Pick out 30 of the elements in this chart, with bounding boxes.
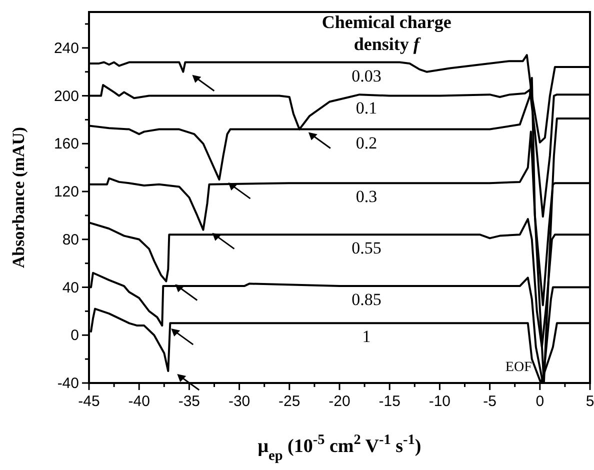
y-axis-title: Absorbance (mAU) xyxy=(9,126,28,268)
y-tick-label: 240 xyxy=(54,40,79,57)
legend-title: Chemical charge density f xyxy=(322,12,452,54)
series-label: 0.03 xyxy=(352,66,382,86)
series-label: 0.1 xyxy=(356,98,378,118)
x-tick-label: -35 xyxy=(178,393,200,410)
x-tick-label: -30 xyxy=(228,393,250,410)
y-tick-label: 160 xyxy=(54,136,79,153)
annotation: EOF xyxy=(505,360,532,375)
x-tick-label: -15 xyxy=(378,393,400,410)
x-tick-label: 5 xyxy=(586,393,594,410)
text: μ$_{ep}$ (10$^{-5}$ cm$^{2}$ V$^{-1}$ s$^{-1}$) xyxy=(258,432,422,464)
legend-label: 0.2 xyxy=(356,133,378,152)
x-tick-label: -5 xyxy=(483,393,496,410)
series-label: 0.85 xyxy=(352,290,382,310)
series-label: 1 xyxy=(362,327,371,346)
x-tick-label: 0 xyxy=(536,393,544,410)
x-tick-label: -25 xyxy=(278,393,300,410)
y-tick-label: -40 xyxy=(57,375,79,392)
y-tick-label: 80 xyxy=(62,231,79,248)
x-tick-label: -10 xyxy=(428,393,451,410)
x-tick-label: -20 xyxy=(328,393,350,410)
series-label: 0.3 xyxy=(356,187,378,206)
y-tick-label: 200 xyxy=(54,88,79,105)
y-tick-label: 120 xyxy=(54,184,79,201)
series-label: 0.55 xyxy=(352,238,382,258)
x-tick-label: -40 xyxy=(128,393,150,410)
y-tick-label: 40 xyxy=(62,279,79,296)
x-tick-label: -45 xyxy=(78,393,100,410)
y-tick-label: 0 xyxy=(70,327,79,344)
